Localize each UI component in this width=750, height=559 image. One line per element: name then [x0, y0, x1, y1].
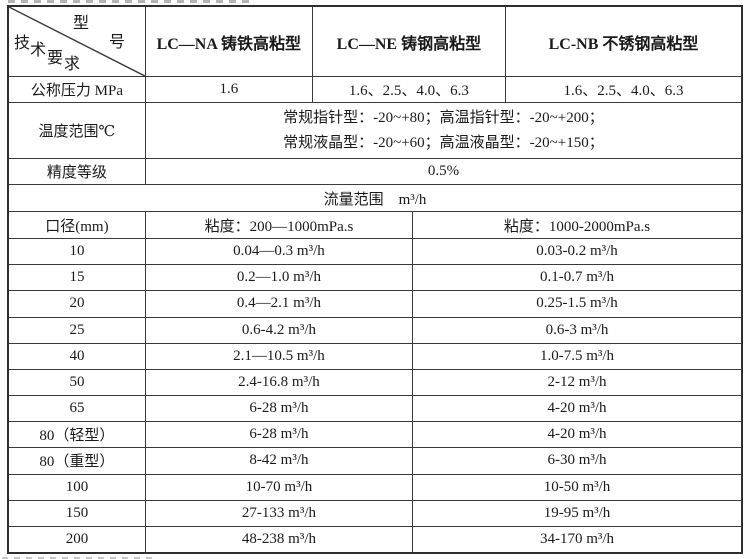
dn-value: 40 [9, 343, 146, 369]
corner-label-model-char1: 型 [73, 15, 90, 32]
flow-range-a: 48-238 m³/h [146, 526, 414, 553]
corner-label-req-char1: 技 [14, 35, 31, 52]
table-row-flow-title: 流量范围 m³/h [9, 185, 741, 212]
flow-range-a: 6-28 m³/h [146, 396, 414, 422]
model-header-lc-na: LC—NA 铸铁高粘型 [146, 7, 313, 76]
flow-range-b: 2-12 m³/h [547, 373, 607, 390]
table-row-dn40: 40 2.1—10.5 m³/h 1.0-7.5 m³/h [9, 343, 741, 370]
table-row-dn20: 20 0.4—2.1 m³/h 0.25-1.5 m³/h [9, 291, 741, 318]
table-row-accuracy: 精度等级 0.5% [9, 159, 741, 185]
pressure-value-na: 1.6 [146, 77, 313, 102]
pressure-value-ne: 1.6、2.5、4.0、6.3 [313, 77, 506, 102]
flow-range-b: 1.0-7.5 m³/h [539, 347, 615, 364]
flow-range-a: 8-42 m³/h [146, 448, 414, 474]
flow-range-a: 2.4-16.8 m³/h [146, 369, 414, 396]
flow-range-a: 10-70 m³/h [146, 474, 414, 500]
flow-range-b: 0.03-0.2 m³/h [536, 243, 618, 260]
accuracy-label: 精度等级 [9, 159, 146, 184]
flow-range-a: 2.1—10.5 m³/h [146, 343, 414, 369]
corner-label-model-char2: 号 [109, 34, 126, 51]
dn-value: 100 [9, 474, 146, 500]
dn-value: 15 [9, 265, 146, 291]
flowmeter-spec-table: 型 号 技 术 要 求 LC—NA 铸铁高粘型 LC—NE 铸钢高粘型 LC-N… [7, 5, 743, 554]
flow-range-a: 0.6-4.2 m³/h [146, 317, 414, 343]
flow-range-b: 34-170 m³/h [539, 530, 615, 547]
flow-range-b: 0.6-3 m³/h [545, 321, 609, 338]
clipped-text-fragment-top [8, 0, 253, 3]
table-row-viscosity-header: 口径(mm) 粘度：200—1000mPa.s 粘度：1000-2000mPa.… [9, 212, 741, 239]
pressure-value-nb: 1.6、2.5、4.0、6.3 [563, 83, 684, 99]
table-row-dn15: 15 0.2—1.0 m³/h 0.1-0.7 m³/h [9, 265, 741, 292]
dn-value: 65 [9, 396, 146, 422]
viscosity-header-b: 粘度：1000-2000mPa.s [503, 218, 651, 235]
table-row-dn80-light: 80（轻型） 6-28 m³/h 4-20 m³/h [9, 422, 741, 449]
table-row-dn10: 10 0.04—0.3 m³/h 0.03-0.2 m³/h [9, 239, 741, 266]
flow-range-b: 4-20 m³/h [547, 400, 607, 417]
dn-value: 80（轻型） [9, 422, 146, 448]
accuracy-value: 0.5% [427, 163, 460, 179]
table-row-dn150: 150 27-133 m³/h 19-95 m³/h [9, 500, 741, 527]
flow-range-b: 4-20 m³/h [547, 426, 607, 443]
model-header-lc-ne: LC—NE 铸钢高粘型 [313, 7, 506, 76]
corner-label-req-char4: 求 [64, 56, 81, 73]
dn-value: 150 [9, 500, 146, 526]
dn-value: 50 [9, 369, 146, 396]
diagonal-line [9, 7, 145, 76]
flow-range-b: 10-50 m³/h [543, 478, 611, 495]
dn-value: 200 [9, 526, 146, 553]
temperature-value-cell: 常规指针型：-20~+80；高温指针型：-20~+200； 常规液晶型：-20~… [146, 103, 741, 158]
temperature-line-pointer: 常规指针型：-20~+80；高温指针型：-20~+200； [283, 109, 604, 126]
flow-section-title: 流量范围 m³/h [323, 191, 427, 208]
flow-range-b: 0.25-1.5 m³/h [536, 295, 618, 312]
clipped-text-fragment-bottom [2, 557, 152, 559]
model-header-lc-nb: LC-NB 不锈钢高粘型 [548, 35, 699, 53]
diameter-header-label: 口径(mm) [9, 212, 146, 238]
corner-label-req-char2: 术 [30, 42, 47, 59]
flow-range-a: 0.4—2.1 m³/h [146, 291, 414, 317]
dn-value: 80（重型） [9, 448, 146, 474]
table-row-dn25: 25 0.6-4.2 m³/h 0.6-3 m³/h [9, 317, 741, 344]
dn-value: 20 [9, 291, 146, 317]
flow-range-a: 0.04—0.3 m³/h [146, 239, 414, 265]
flow-range-b: 0.1-0.7 m³/h [539, 269, 615, 286]
flow-range-b: 19-95 m³/h [543, 504, 611, 521]
dn-value: 25 [9, 317, 146, 343]
temperature-line-lcd: 常规液晶型：-20~+60；高温液晶型：-20~+150； [283, 134, 604, 151]
table-row-pressure: 公称压力 MPa 1.6 1.6、2.5、4.0、6.3 1.6、2.5、4.0… [9, 77, 741, 103]
pressure-label: 公称压力 MPa [9, 77, 146, 102]
corner-label-req-char3: 要 [47, 50, 64, 67]
corner-diagonal-cell: 型 号 技 术 要 求 [9, 7, 146, 76]
table-row-dn65: 65 6-28 m³/h 4-20 m³/h [9, 396, 741, 423]
table-row-dn50: 50 2.4-16.8 m³/h 2-12 m³/h [9, 369, 741, 397]
table-row-temperature: 温度范围℃ 常规指针型：-20~+80；高温指针型：-20~+200； 常规液晶… [9, 103, 741, 159]
flow-range-a: 0.2—1.0 m³/h [146, 265, 414, 291]
flow-range-b: 6-30 m³/h [547, 452, 607, 469]
flow-range-a: 6-28 m³/h [146, 422, 414, 448]
dn-value: 10 [9, 239, 146, 265]
temperature-label: 温度范围℃ [9, 103, 146, 158]
temperature-lines: 常规指针型：-20~+80；高温指针型：-20~+200； 常规液晶型：-20~… [283, 106, 604, 156]
table-row-dn80-heavy: 80（重型） 8-42 m³/h 6-30 m³/h [9, 448, 741, 475]
table-row-models: 型 号 技 术 要 求 LC—NA 铸铁高粘型 LC—NE 铸钢高粘型 LC-N… [9, 7, 741, 77]
table-row-dn200: 200 48-238 m³/h 34-170 m³/h [9, 526, 741, 553]
flow-range-a: 27-133 m³/h [146, 500, 414, 526]
table-row-dn100: 100 10-70 m³/h 10-50 m³/h [9, 474, 741, 501]
viscosity-header-a: 粘度：200—1000mPa.s [146, 212, 414, 238]
